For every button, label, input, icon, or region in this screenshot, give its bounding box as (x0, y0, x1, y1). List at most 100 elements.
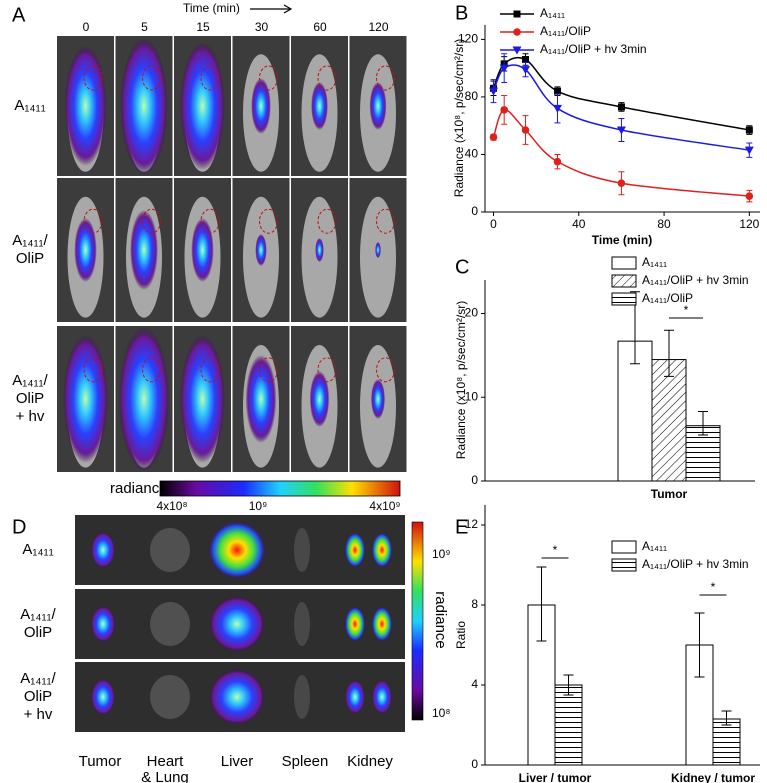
x-tick-label: Kidney / tumor (671, 771, 755, 783)
x-tick-label: 80 (657, 217, 671, 231)
colorbar (411, 521, 424, 721)
error-bar (536, 566, 547, 642)
legend-swatch (611, 274, 637, 288)
tumor-marker (142, 65, 161, 91)
legend-swatch (611, 256, 637, 270)
marker (499, 64, 509, 73)
tumor-marker (83, 357, 103, 383)
signal (375, 242, 381, 258)
panel-label: B (455, 2, 468, 24)
arrow-head (283, 4, 293, 14)
legend-label: A₁₄₁₁ (642, 539, 667, 553)
colorbar-tick-label: 10⁹ (432, 547, 451, 561)
marker (500, 106, 508, 114)
organ (345, 607, 365, 641)
tumor-marker (317, 208, 337, 234)
marker (489, 133, 498, 141)
panel-label: A (12, 4, 26, 26)
tumor-marker (376, 357, 395, 383)
y-tick-label: 20 (465, 306, 479, 320)
signal (369, 82, 387, 130)
row-label: + hv (16, 408, 45, 425)
tumor-marker (317, 357, 337, 383)
marker (521, 126, 530, 134)
error-bar (698, 410, 708, 436)
error-bar (694, 612, 705, 678)
legend-label: A₁₄₁₁/OliP (540, 24, 591, 38)
error-bar (721, 710, 732, 726)
row-label: + hv (24, 706, 53, 723)
organ (209, 669, 265, 725)
marker (616, 126, 626, 135)
organ (294, 602, 310, 646)
time-label: 30 (255, 20, 269, 34)
organ-label: Spleen (282, 753, 329, 770)
time-label: 15 (196, 20, 210, 34)
y-tick-label: 0 (471, 204, 478, 218)
organ (91, 532, 115, 568)
colorbar-tick-label: 4x10⁹ (369, 499, 400, 513)
bar (554, 684, 583, 766)
colorbar-tick-label: 10⁹ (249, 499, 268, 513)
signal (74, 218, 97, 282)
signal (245, 355, 277, 443)
organ (150, 675, 190, 719)
marker (617, 103, 625, 111)
y-tick-label: 12 (465, 517, 479, 531)
organ-label: Heart (147, 753, 185, 770)
organ (209, 596, 265, 652)
signal (251, 78, 271, 134)
panel-label: E (455, 516, 468, 538)
bar (617, 340, 653, 482)
signal (371, 379, 385, 419)
colorbar (159, 480, 401, 497)
signal (180, 42, 225, 170)
signal (118, 327, 170, 471)
tumor-marker (83, 65, 103, 91)
signal (309, 371, 330, 427)
tumor-marker (259, 357, 278, 383)
signal (130, 210, 158, 290)
signal (255, 234, 267, 266)
row-label: A₁₄₁₁/ (20, 606, 56, 623)
marker (522, 56, 530, 64)
tumor-marker (376, 65, 395, 91)
organ (372, 533, 392, 567)
colorbar-tick-label: 10⁸ (432, 706, 450, 720)
organ (209, 522, 265, 578)
row-label: A₁₄₁₁ (14, 97, 45, 114)
x-tick-label: Tumor (651, 487, 688, 501)
bar (712, 718, 741, 766)
error-bar (664, 329, 674, 377)
row-label: A₁₄₁₁/ (12, 372, 48, 389)
row-label: A₁₄₁₁ (22, 541, 53, 558)
time-label: 5 (141, 20, 148, 34)
row-label: OliP (16, 250, 44, 267)
y-tick-label: 4 (471, 677, 478, 691)
signal (64, 46, 107, 166)
organ (150, 602, 190, 646)
significance-label: * (553, 543, 558, 557)
bar (651, 359, 687, 482)
x-tick-label: 40 (572, 217, 586, 231)
y-tick-label: 10 (465, 389, 479, 403)
marker (745, 192, 754, 200)
tumor-marker (200, 65, 220, 91)
y-axis-label: Ratio (454, 621, 468, 649)
legend-swatch (611, 540, 637, 554)
row-label: OliP (24, 688, 52, 705)
y-tick-label: 120 (458, 32, 478, 46)
marker (489, 87, 499, 96)
colorbar-title: radiance (110, 480, 168, 497)
marker (552, 104, 562, 113)
legend-label: A₁₄₁₁ (642, 255, 667, 269)
tumor-marker (317, 65, 337, 91)
row-label: OliP (16, 390, 44, 407)
tumor-marker (83, 208, 103, 234)
signal (311, 82, 328, 130)
legend-label: A₁₄₁₁/OliP + hv 3min (642, 557, 749, 571)
colorbar-title: radiance (432, 591, 449, 649)
legend-label: A₁₄₁₁/OliP (642, 291, 693, 305)
organ (294, 528, 310, 572)
